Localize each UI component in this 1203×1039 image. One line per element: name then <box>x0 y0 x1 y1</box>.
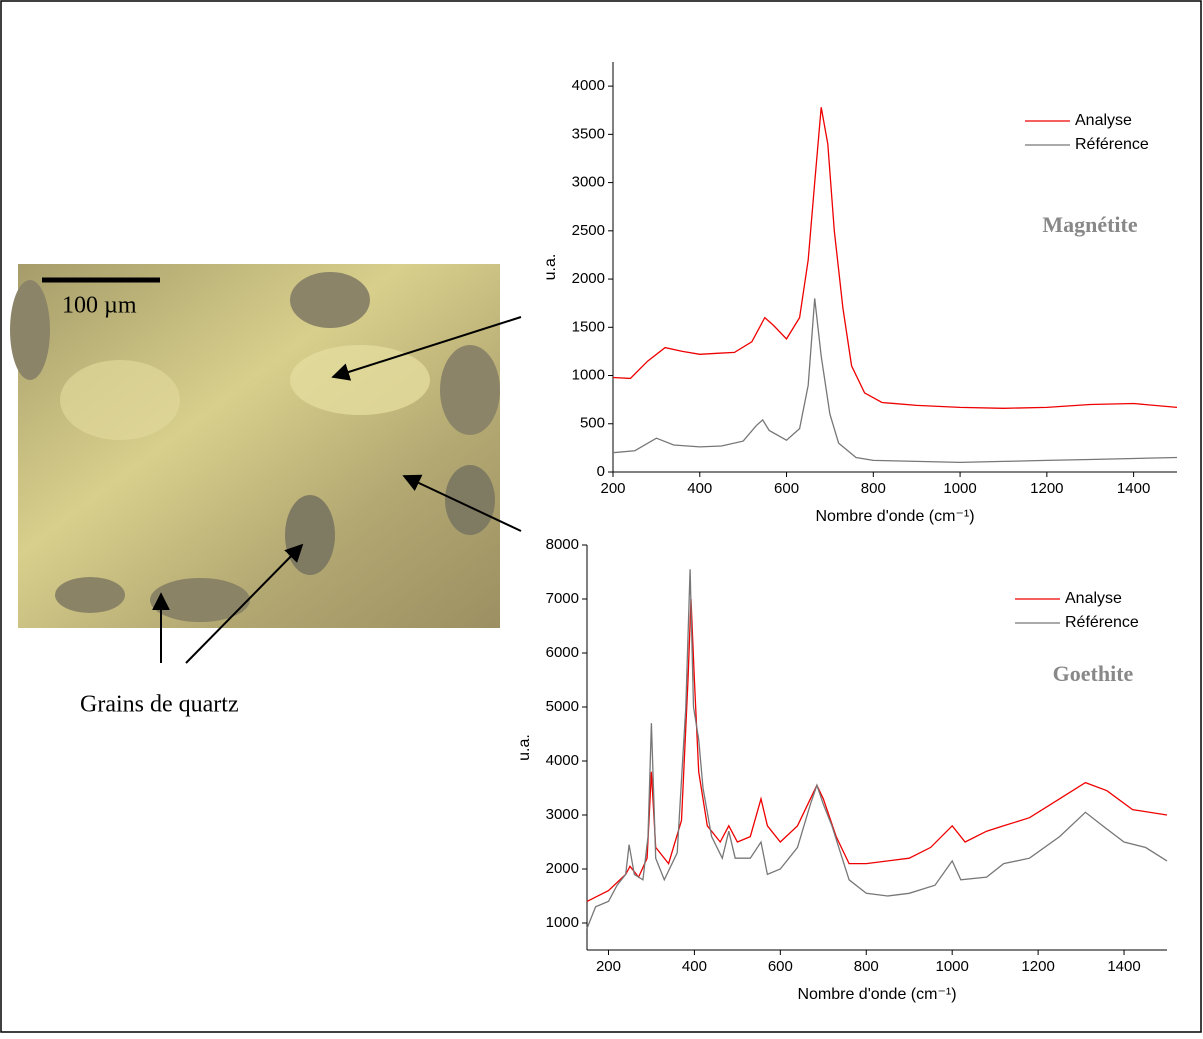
x-tick-label: 600 <box>774 480 799 497</box>
series-line <box>612 298 1178 464</box>
caption: Grains de quartz <box>80 692 239 718</box>
x-axis-label: Nombre d'onde (cm⁻¹) <box>815 508 974 525</box>
series-line <box>586 598 1168 902</box>
scale-bar-label: 100 µm <box>62 293 137 319</box>
y-tick-label: 3500 <box>572 125 605 142</box>
y-axis-label: u.a. <box>542 254 559 281</box>
series-line <box>612 107 1178 409</box>
x-axis-label: Nombre d'onde (cm⁻¹) <box>797 986 956 1003</box>
x-tick-label: 600 <box>768 958 793 975</box>
y-tick-label: 2000 <box>546 860 579 877</box>
annotation: Goethite <box>1053 661 1134 686</box>
x-tick-label: 1200 <box>1030 480 1063 497</box>
y-tick-label: 8000 <box>546 536 579 553</box>
y-tick-label: 0 <box>597 463 605 480</box>
y-tick-label: 2000 <box>572 270 605 287</box>
y-tick-label: 3000 <box>546 806 579 823</box>
x-tick-label: 800 <box>861 480 886 497</box>
x-tick-label: 1200 <box>1021 958 1054 975</box>
y-tick-label: 7000 <box>546 590 579 607</box>
legend-label: Référence <box>1075 136 1149 153</box>
y-tick-label: 4000 <box>572 77 605 94</box>
y-tick-label: 1500 <box>572 318 605 335</box>
y-tick-label: 5000 <box>546 698 579 715</box>
y-tick-label: 4000 <box>546 752 579 769</box>
x-tick-label: 800 <box>854 958 879 975</box>
y-tick-label: 2500 <box>572 222 605 239</box>
x-tick-label: 200 <box>600 480 625 497</box>
x-tick-label: 200 <box>596 958 621 975</box>
x-tick-label: 1400 <box>1107 958 1140 975</box>
x-tick-label: 400 <box>687 480 712 497</box>
y-tick-label: 500 <box>580 415 605 432</box>
y-axis-label: u.a. <box>516 734 533 761</box>
x-tick-label: 400 <box>682 958 707 975</box>
y-tick-label: 1000 <box>546 914 579 931</box>
x-tick-label: 1400 <box>1117 480 1150 497</box>
y-tick-label: 3000 <box>572 174 605 191</box>
arrows <box>152 316 522 664</box>
y-tick-label: 1000 <box>572 366 605 383</box>
series-line <box>586 569 1168 929</box>
legend-label: Analyse <box>1065 590 1122 607</box>
annotation: Magnétite <box>1042 212 1138 237</box>
x-tick-label: 1000 <box>943 480 976 497</box>
legend-label: Référence <box>1065 614 1139 631</box>
y-tick-label: 6000 <box>546 644 579 661</box>
x-tick-label: 1000 <box>935 958 968 975</box>
legend-label: Analyse <box>1075 112 1132 129</box>
micrograph <box>10 264 500 628</box>
